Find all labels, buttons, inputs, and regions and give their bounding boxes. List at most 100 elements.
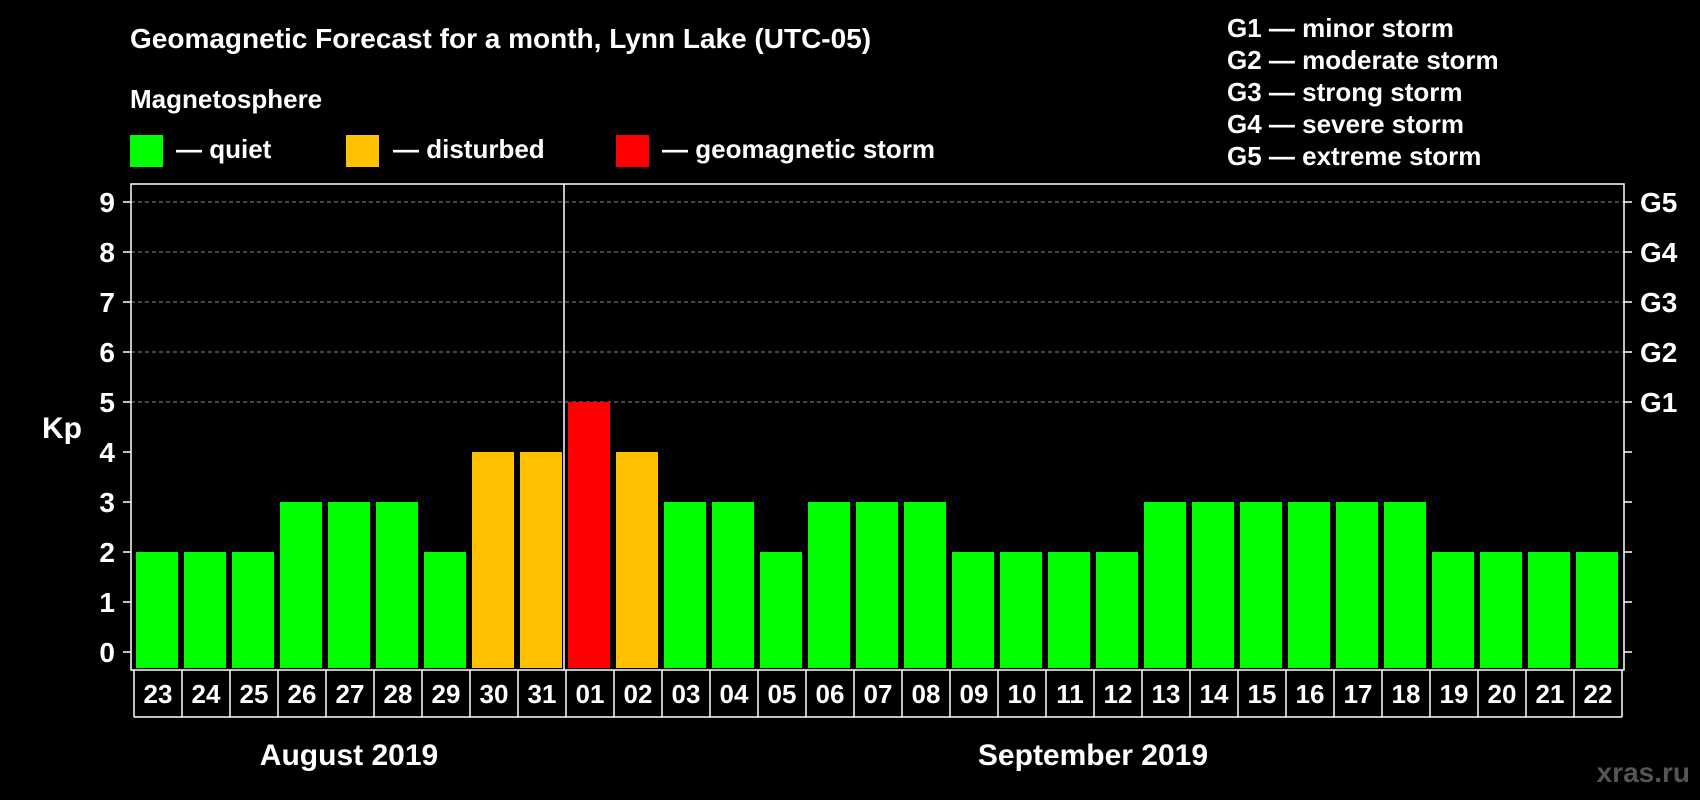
- bar-day-12: 12: 2: [1096, 552, 1138, 668]
- bar-day-27: 27: 3: [328, 502, 370, 668]
- legend-label-quiet: — quiet: [176, 134, 272, 164]
- legend-label-storm: — geomagnetic storm: [662, 134, 935, 164]
- day-label-23: 23: [144, 679, 173, 709]
- day-label-24: 24: [192, 679, 221, 709]
- storm-scale-g4: G4 — severe storm: [1227, 109, 1464, 139]
- bar-day-17: 17: 3: [1336, 502, 1378, 668]
- bar-day-21: 21: 2: [1528, 552, 1570, 668]
- month-label-0: August 2019: [260, 739, 438, 772]
- g-level-label-g1: G1: [1640, 387, 1677, 418]
- day-label-14: 14: [1200, 679, 1229, 709]
- chart-title: Geomagnetic Forecast for a month, Lynn L…: [130, 23, 871, 54]
- legend-swatch-storm: [616, 135, 649, 167]
- day-label-28: 28: [384, 679, 413, 709]
- g-level-label-g3: G3: [1640, 287, 1677, 318]
- g-level-label-g4: G4: [1640, 237, 1678, 268]
- bar-day-08: 08: 3: [904, 502, 946, 668]
- bar-day-29: 29: 2: [424, 552, 466, 668]
- storm-scale-legend: G1 — minor storm G2 — moderate storm G3 …: [1227, 13, 1499, 171]
- day-label-21: 21: [1536, 679, 1565, 709]
- bar-day-07: 07: 3: [856, 502, 898, 668]
- day-label-18: 18: [1392, 679, 1421, 709]
- day-label-08: 08: [912, 679, 941, 709]
- bar-day-25: 25: 2: [232, 552, 274, 668]
- day-label-15: 15: [1248, 679, 1277, 709]
- day-label-30: 30: [480, 679, 509, 709]
- bars: 23: 224: 225: 226: 327: 328: 329: 230: 4…: [136, 402, 1618, 668]
- legend: — quiet — disturbed — geomagnetic storm: [130, 134, 935, 167]
- bar-day-15: 15: 3: [1240, 502, 1282, 668]
- day-label-19: 19: [1440, 679, 1469, 709]
- bar-day-05: 05: 2: [760, 552, 802, 668]
- day-label-26: 26: [288, 679, 317, 709]
- g-level-label-g2: G2: [1640, 337, 1677, 368]
- day-label-06: 06: [816, 679, 845, 709]
- day-label-25: 25: [240, 679, 269, 709]
- bar-day-10: 10: 2: [1000, 552, 1042, 668]
- bar-day-19: 19: 2: [1432, 552, 1474, 668]
- day-label-04: 04: [720, 679, 749, 709]
- day-label-17: 17: [1344, 679, 1373, 709]
- storm-scale-g5: G5 — extreme storm: [1227, 141, 1481, 171]
- y-tick-label-1: 1: [99, 587, 115, 618]
- bar-day-26: 26: 3: [280, 502, 322, 668]
- bar-day-06: 06: 3: [808, 502, 850, 668]
- legend-swatch-quiet: [130, 135, 163, 167]
- day-label-05: 05: [768, 679, 797, 709]
- storm-scale-g2: G2 — moderate storm: [1227, 45, 1499, 75]
- bar-day-30: 30: 4: [472, 452, 514, 668]
- month-label-1: September 2019: [978, 739, 1208, 772]
- bar-day-31: 31: 4: [520, 452, 562, 668]
- day-label-27: 27: [336, 679, 365, 709]
- bar-day-24: 24: 2: [184, 552, 226, 668]
- bar-day-09: 09: 2: [952, 552, 994, 668]
- day-label-09: 09: [960, 679, 989, 709]
- bar-day-13: 13: 3: [1144, 502, 1186, 668]
- bar-day-16: 16: 3: [1288, 502, 1330, 668]
- day-label-13: 13: [1152, 679, 1181, 709]
- y-tick-label-8: 8: [99, 237, 115, 268]
- day-label-07: 07: [864, 679, 893, 709]
- day-label-12: 12: [1104, 679, 1133, 709]
- legend-heading: Magnetosphere: [130, 84, 322, 114]
- storm-scale-g1: G1 — minor storm: [1227, 13, 1454, 43]
- y-tick-label-4: 4: [99, 437, 115, 468]
- day-label-16: 16: [1296, 679, 1325, 709]
- day-label-03: 03: [672, 679, 701, 709]
- day-label-02: 02: [624, 679, 653, 709]
- day-label-31: 31: [528, 679, 557, 709]
- bar-day-18: 18: 3: [1384, 502, 1426, 668]
- y-tick-label-7: 7: [99, 287, 115, 318]
- day-label-10: 10: [1008, 679, 1037, 709]
- bar-day-20: 20: 2: [1480, 552, 1522, 668]
- y-axis-label: Kp: [42, 412, 82, 445]
- bar-day-01: 01: 5: [568, 402, 610, 668]
- bar-day-22: 22: 2: [1576, 552, 1618, 668]
- storm-scale-g3: G3 — strong storm: [1227, 77, 1462, 107]
- watermark: xras.ru: [1597, 757, 1690, 788]
- bar-day-11: 11: 2: [1048, 552, 1090, 668]
- bar-day-04: 04: 3: [712, 502, 754, 668]
- day-label-01: 01: [576, 679, 605, 709]
- y-tick-label-5: 5: [99, 387, 115, 418]
- g-level-label-g5: G5: [1640, 187, 1677, 218]
- legend-swatch-disturbed: [346, 135, 379, 167]
- day-label-29: 29: [432, 679, 461, 709]
- day-label-11: 11: [1056, 679, 1084, 709]
- y-tick-label-6: 6: [99, 337, 115, 368]
- plot-frame: [130, 183, 1625, 671]
- y-tick-label-0: 0: [99, 637, 115, 668]
- y-tick-label-9: 9: [99, 187, 115, 218]
- y-tick-label-3: 3: [99, 487, 115, 518]
- grid-lines: [131, 201, 1624, 403]
- bar-day-23: 23: 2: [136, 552, 178, 668]
- legend-label-disturbed: — disturbed: [393, 134, 545, 164]
- day-label-20: 20: [1488, 679, 1517, 709]
- bar-day-14: 14: 3: [1192, 502, 1234, 668]
- y-tick-label-2: 2: [99, 537, 115, 568]
- bar-day-28: 28: 3: [376, 502, 418, 668]
- bar-day-03: 03: 3: [664, 502, 706, 668]
- bar-day-02: 02: 4: [616, 452, 658, 668]
